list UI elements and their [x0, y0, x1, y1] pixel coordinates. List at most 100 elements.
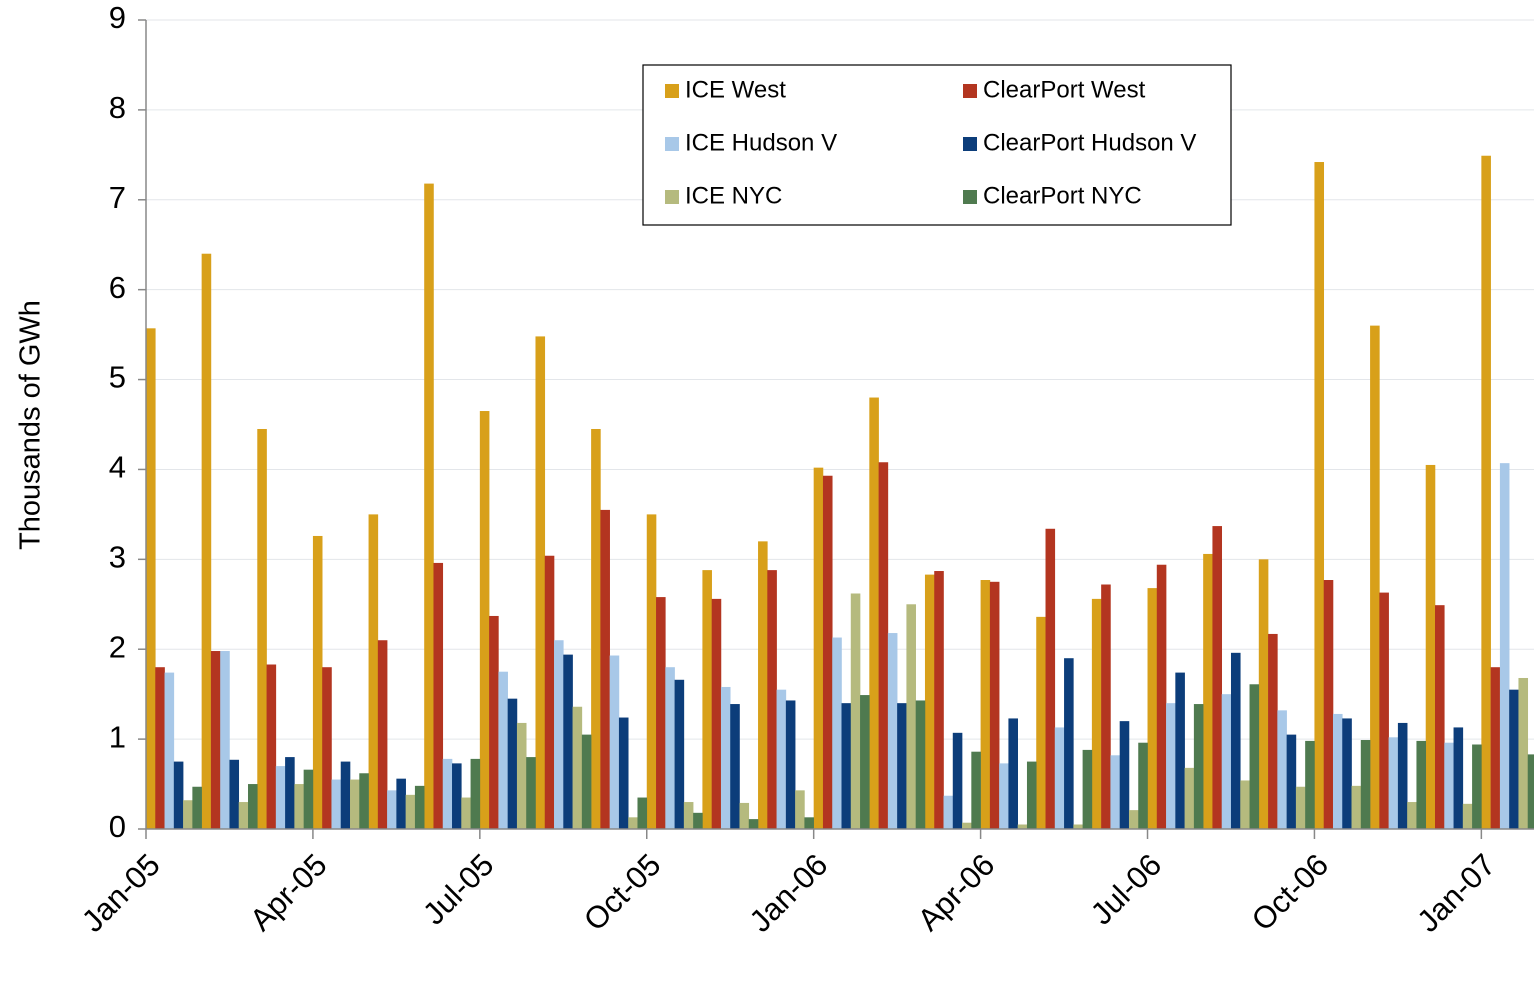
- bar: [238, 802, 249, 829]
- bar: [544, 555, 555, 829]
- bar: [915, 700, 926, 829]
- bar: [730, 704, 740, 829]
- bar: [1351, 785, 1362, 829]
- bar: [275, 766, 286, 829]
- bar: [1305, 740, 1315, 829]
- bar: [924, 574, 935, 829]
- legend-swatch: [665, 190, 679, 204]
- bar: [1509, 689, 1519, 829]
- bar: [1008, 718, 1018, 829]
- bar: [850, 593, 861, 829]
- bar: [748, 819, 759, 829]
- bar: [498, 671, 508, 829]
- bar: [303, 769, 314, 829]
- bar: [1036, 616, 1046, 829]
- legend-label: ICE NYC: [685, 182, 782, 209]
- legend-swatch: [963, 137, 977, 151]
- bar: [1175, 672, 1185, 829]
- legend-label: ICE West: [685, 76, 786, 103]
- bar: [1258, 559, 1269, 829]
- bar: [1434, 605, 1445, 829]
- bar: [656, 597, 666, 829]
- bar: [1230, 652, 1241, 829]
- bar: [1064, 658, 1074, 829]
- bar: [628, 817, 638, 829]
- bar: [322, 667, 332, 829]
- legend-swatch: [665, 137, 679, 151]
- bar: [1518, 677, 1529, 829]
- y-tick-label: 9: [109, 0, 126, 35]
- bar: [368, 514, 379, 829]
- bar: [1332, 713, 1343, 829]
- bar: [841, 703, 852, 829]
- x-tick-label: Jul-06: [1084, 847, 1168, 931]
- bar: [1425, 464, 1436, 829]
- legend-label: ICE Hudson V: [685, 129, 837, 156]
- bar: [489, 615, 499, 829]
- bar: [1184, 767, 1195, 829]
- bar: [192, 786, 202, 829]
- bar: [878, 462, 889, 829]
- bar: [1166, 703, 1176, 829]
- y-tick-label: 3: [109, 540, 126, 575]
- bar: [897, 703, 907, 829]
- bar: [405, 794, 416, 829]
- bar: [572, 706, 583, 829]
- bar: [1416, 740, 1427, 829]
- x-tick-label: Jan-06: [743, 847, 835, 939]
- bar: [711, 598, 722, 829]
- bar: [1499, 463, 1510, 829]
- x-tick-label: Jan-05: [75, 847, 167, 939]
- bar: [312, 535, 323, 829]
- bar: [609, 655, 620, 829]
- y-tick-label: 7: [109, 180, 126, 215]
- x-tick-label: Jan-07: [1410, 847, 1502, 939]
- bar: [1323, 580, 1334, 829]
- bar: [507, 698, 518, 829]
- bar: [618, 717, 629, 829]
- bar: [340, 761, 351, 829]
- y-tick-label: 8: [109, 90, 126, 125]
- bar: [1193, 704, 1204, 829]
- bar: [248, 784, 258, 829]
- bar: [155, 667, 165, 829]
- bar: [989, 581, 1000, 829]
- bar: [1481, 155, 1491, 829]
- bar: [999, 763, 1009, 829]
- bar: [470, 758, 481, 829]
- bar: [396, 778, 406, 829]
- bar: [1268, 633, 1278, 829]
- bar: [1295, 786, 1306, 829]
- bar: [813, 467, 824, 829]
- bar: [1249, 684, 1260, 829]
- bar: [210, 651, 221, 829]
- bar: [1360, 740, 1371, 829]
- bar: [1314, 162, 1325, 830]
- bar: [1101, 584, 1111, 829]
- legend-swatch: [665, 84, 679, 98]
- y-tick-label: 0: [109, 809, 126, 844]
- bar: [795, 790, 805, 829]
- bar: [164, 672, 175, 829]
- x-tick-label: Apr-05: [243, 847, 334, 938]
- bar: [1054, 727, 1065, 829]
- bar: [183, 800, 193, 829]
- bar: [1212, 526, 1223, 829]
- bar: [201, 253, 212, 829]
- bar: [257, 428, 267, 829]
- bar: [424, 183, 434, 829]
- bar: [1453, 727, 1464, 829]
- bar: [980, 580, 991, 829]
- bar: [1045, 528, 1056, 829]
- bar: [591, 428, 601, 829]
- bar: [1527, 754, 1534, 829]
- y-tick-label: 1: [109, 719, 126, 754]
- bar: [1082, 749, 1093, 829]
- bar: [1017, 824, 1028, 829]
- bar: [720, 686, 731, 829]
- legend-swatch: [963, 190, 977, 204]
- bar: [1026, 761, 1037, 829]
- bar: [1388, 737, 1399, 829]
- bar: [387, 790, 397, 829]
